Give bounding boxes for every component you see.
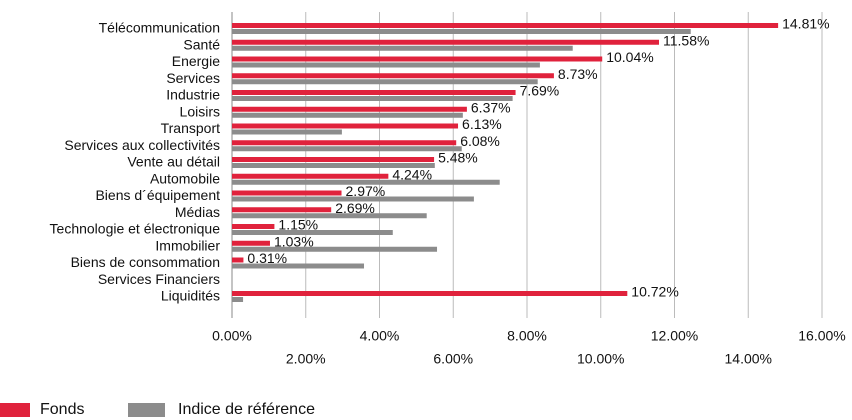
data-label: 2.69% xyxy=(335,200,375,216)
x-tick-label: 6.00% xyxy=(433,351,473,367)
bar xyxy=(232,246,438,252)
bar xyxy=(232,23,779,28)
y-tick-label: Liquidités xyxy=(161,288,220,304)
bar xyxy=(232,291,628,296)
bar xyxy=(232,129,342,135)
bar xyxy=(232,173,389,179)
legend-swatch xyxy=(0,403,30,417)
bar xyxy=(232,230,393,235)
legend-label: Indice de référence xyxy=(178,401,315,418)
bar xyxy=(232,29,691,34)
bar xyxy=(232,62,540,68)
bar xyxy=(232,112,463,118)
data-label: 5.48% xyxy=(438,150,478,166)
bar xyxy=(232,240,270,246)
data-label: 11.58% xyxy=(663,32,709,48)
bar xyxy=(232,146,462,152)
y-tick-label: Services xyxy=(166,70,220,86)
y-tick-label: Energie xyxy=(172,53,220,69)
data-label: 2.97% xyxy=(346,183,386,199)
data-label: 6.08% xyxy=(460,133,500,149)
y-tick-label: Biens de consommation xyxy=(71,254,220,270)
y-tick-label: Services aux collectivités xyxy=(64,137,220,153)
bar xyxy=(232,213,427,219)
y-tick-label: Services Financiers xyxy=(98,271,220,287)
bar xyxy=(232,73,554,79)
legend-label: Fonds xyxy=(40,401,84,418)
y-tick-label: Médias xyxy=(175,204,220,220)
y-tick-label: Technologie et électronique xyxy=(50,221,221,237)
y-tick-label: Transport xyxy=(161,120,221,136)
bar xyxy=(232,39,660,45)
bar xyxy=(232,257,244,263)
bar xyxy=(232,263,365,269)
bar xyxy=(232,163,435,168)
bar xyxy=(232,224,275,229)
x-tick-label: 8.00% xyxy=(507,328,547,344)
bar xyxy=(232,297,244,302)
x-tick-label: 4.00% xyxy=(360,328,400,344)
data-label: 14.81% xyxy=(782,16,829,32)
bar xyxy=(232,190,342,196)
y-tick-label: Vente au détail xyxy=(127,154,220,170)
data-label: 6.13% xyxy=(462,116,502,132)
x-tick-label: 0.00% xyxy=(212,328,252,344)
y-tick-label: Automobile xyxy=(150,170,220,186)
x-tick-label: 10.00% xyxy=(577,351,624,367)
bar xyxy=(232,56,603,62)
x-tick-label: 12.00% xyxy=(651,328,698,344)
y-tick-label: Loisirs xyxy=(180,103,220,119)
bar xyxy=(232,90,516,95)
bar xyxy=(232,79,538,85)
data-label: 6.37% xyxy=(471,99,511,115)
y-tick-label: Industrie xyxy=(166,87,220,103)
data-label: 0.31% xyxy=(247,250,287,266)
bar xyxy=(232,179,500,185)
data-label: 8.73% xyxy=(558,66,598,82)
legend-swatch xyxy=(128,403,165,417)
data-label: 1.15% xyxy=(278,217,318,233)
data-label: 4.24% xyxy=(392,166,432,182)
x-tick-label: 16.00% xyxy=(798,328,845,344)
bar xyxy=(232,157,435,162)
data-label: 7.69% xyxy=(520,83,560,99)
bar xyxy=(232,140,457,146)
bar xyxy=(232,45,573,51)
bar xyxy=(232,96,513,101)
y-tick-label: Télécommunication xyxy=(99,20,220,36)
x-tick-label: 2.00% xyxy=(286,351,326,367)
x-tick-label: 14.00% xyxy=(725,351,772,367)
data-label: 10.72% xyxy=(631,284,678,300)
data-label: 1.03% xyxy=(274,233,314,249)
y-tick-label: Immobilier xyxy=(155,237,220,253)
data-label: 10.04% xyxy=(606,49,653,65)
bar xyxy=(232,123,459,129)
bar xyxy=(232,196,474,202)
y-tick-label: Biens d´équipement xyxy=(95,187,220,203)
bar xyxy=(232,106,467,112)
y-tick-label: Santé xyxy=(183,36,220,52)
bar xyxy=(232,207,332,213)
